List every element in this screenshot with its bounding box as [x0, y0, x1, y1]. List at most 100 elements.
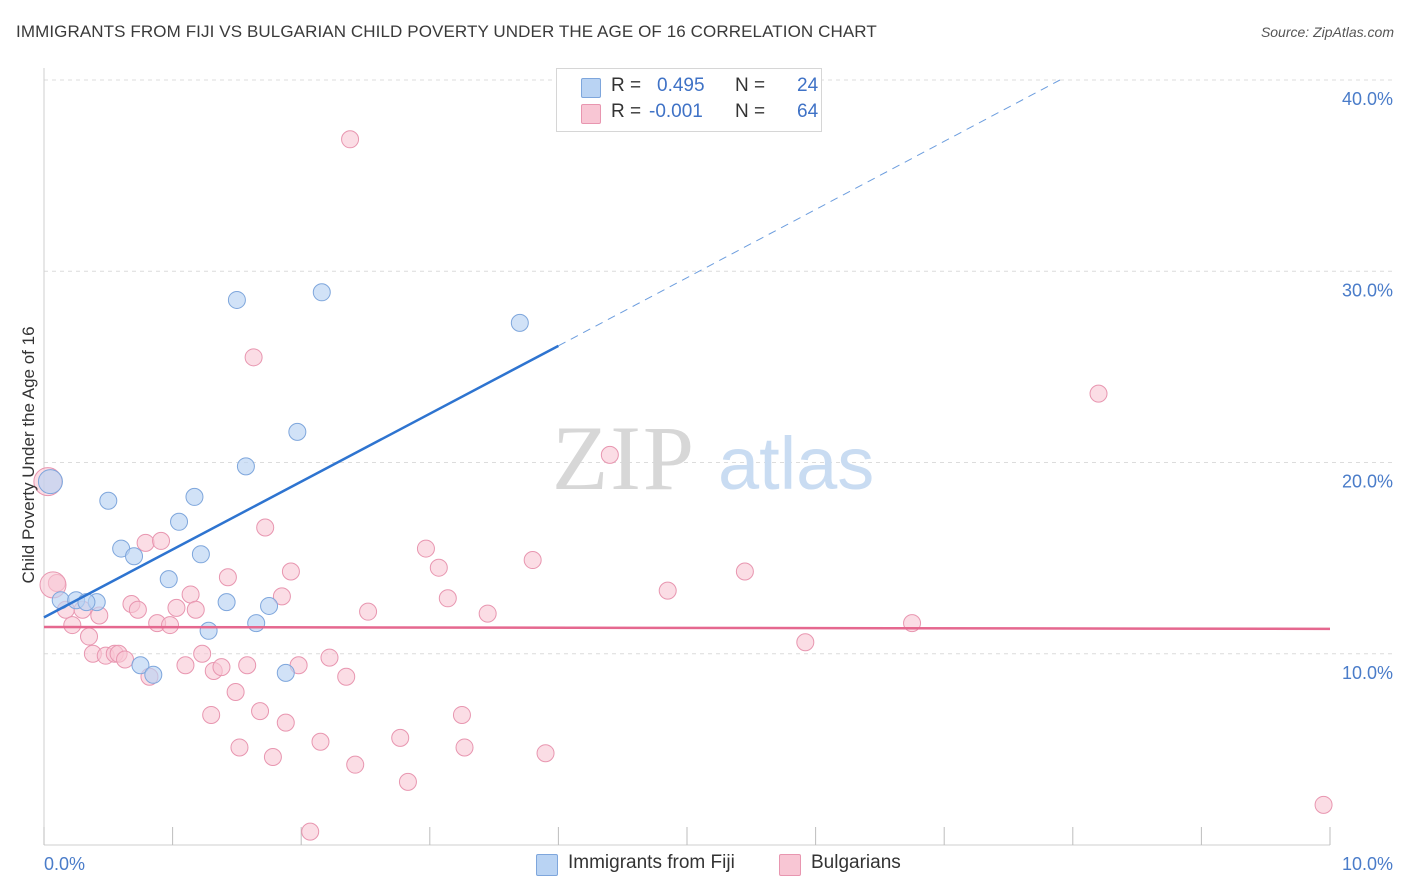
source-label: Source: ZipAtlas.com — [1260, 24, 1394, 40]
watermark-atlas: atlas — [718, 422, 874, 505]
legend-n-label: N = — [735, 75, 766, 96]
y-tick-label: 20.0% — [1342, 472, 1393, 492]
legend-n-label: N = — [735, 101, 766, 122]
data-point-bulgarians — [230, 738, 249, 757]
y-tick-label: 10.0% — [1342, 663, 1393, 683]
data-point-fiji — [276, 663, 295, 682]
data-point-fiji — [199, 621, 218, 640]
data-point-fiji — [227, 290, 246, 309]
trend-line-fiji-extension — [558, 79, 1061, 347]
data-point-fiji — [37, 469, 63, 495]
data-point-fiji — [312, 283, 331, 302]
data-point-bulgarians — [735, 562, 754, 581]
legend-n-value: 64 — [797, 101, 819, 122]
watermark-zip: ZIP — [552, 407, 696, 509]
data-point-bulgarians — [212, 658, 231, 677]
chart-title: IMMIGRANTS FROM FIJI VS BULGARIAN CHILD … — [16, 22, 877, 41]
data-point-bulgarians — [263, 748, 282, 767]
data-point-bulgarians — [256, 518, 275, 537]
data-point-fiji — [159, 570, 178, 589]
data-point-bulgarians — [658, 581, 677, 600]
data-point-bulgarians — [244, 348, 263, 367]
data-point-bulgarians — [455, 738, 474, 757]
data-point-bulgarians — [176, 656, 195, 675]
data-point-fiji — [247, 614, 266, 633]
bottom-legend-swatch-fiji — [536, 854, 558, 876]
correlation-legend: R = 0.495 N = 24 R = -0.001 N = 64 — [556, 68, 822, 132]
data-point-bulgarians — [116, 650, 135, 669]
grid-lines — [44, 79, 1394, 655]
bottom-legend-swatch-bulgarians — [779, 854, 801, 876]
data-point-bulgarians — [398, 772, 417, 791]
x-tick-label: 0.0% — [44, 854, 85, 874]
data-point-bulgarians — [251, 702, 270, 721]
trend-lines — [43, 79, 1331, 631]
data-point-bulgarians — [337, 667, 356, 686]
data-point-bulgarians — [202, 705, 221, 724]
data-point-fiji — [99, 491, 118, 510]
bottom-legend-label-fiji: Immigrants from Fiji — [568, 852, 735, 873]
data-point-bulgarians — [136, 533, 155, 552]
data-point-bulgarians — [226, 683, 245, 701]
data-point-bulgarians — [301, 822, 320, 841]
data-point-bulgarians — [1089, 384, 1108, 403]
data-point-bulgarians — [478, 604, 497, 623]
legend-r-label: R = — [611, 101, 642, 122]
data-point-bulgarians — [238, 656, 257, 675]
data-point-fiji — [217, 593, 236, 612]
data-point-bulgarians — [186, 600, 205, 619]
x-tick-label: 10.0% — [1342, 854, 1393, 874]
legend-r-value: 0.495 — [657, 75, 705, 96]
data-point-bulgarians — [452, 705, 471, 724]
data-point-bulgarians — [523, 551, 542, 570]
data-point-bulgarians — [320, 648, 339, 667]
data-point-bulgarians — [346, 755, 365, 774]
data-point-bulgarians — [152, 531, 171, 550]
data-point-bulgarians — [429, 558, 448, 577]
legend-r-value: -0.001 — [649, 101, 703, 122]
data-point-bulgarians — [218, 568, 237, 587]
data-point-bulgarians — [1314, 795, 1333, 814]
data-point-fiji — [170, 512, 189, 531]
watermark: ZIP atlas — [552, 407, 874, 509]
data-point-bulgarians — [161, 616, 180, 635]
legend-n-value: 24 — [797, 75, 819, 96]
fiji-points — [37, 283, 529, 684]
data-point-bulgarians — [416, 539, 435, 558]
data-point-bulgarians — [181, 585, 200, 604]
data-point-bulgarians — [600, 445, 619, 464]
data-point-fiji — [125, 547, 144, 566]
data-point-bulgarians — [311, 732, 330, 751]
legend-swatch-bulgarians — [581, 104, 601, 124]
data-point-bulgarians — [193, 644, 212, 663]
y-tick-label: 40.0% — [1342, 89, 1393, 109]
data-point-fiji — [510, 313, 529, 332]
data-point-bulgarians — [276, 713, 295, 732]
data-point-fiji — [131, 656, 150, 675]
data-point-fiji — [288, 422, 307, 441]
data-point-bulgarians — [128, 600, 147, 619]
data-point-bulgarians — [796, 633, 815, 652]
y-axis-label: Child Poverty Under the Age of 16 — [19, 326, 38, 583]
legend-swatch-fiji — [581, 78, 601, 98]
data-point-bulgarians — [281, 562, 300, 581]
data-point-bulgarians — [80, 627, 99, 646]
data-point-fiji — [260, 596, 279, 615]
data-point-bulgarians — [536, 744, 555, 763]
data-point-fiji — [144, 665, 163, 684]
data-point-fiji — [236, 457, 255, 476]
data-point-bulgarians — [63, 616, 82, 635]
data-point-bulgarians — [359, 602, 378, 621]
legend-r-label: R = — [611, 75, 642, 96]
data-point-fiji — [191, 545, 210, 564]
axes — [43, 68, 1331, 846]
data-point-fiji — [185, 487, 204, 506]
bulgarians-points — [33, 130, 1333, 841]
y-tick-label: 30.0% — [1342, 280, 1393, 300]
data-point-bulgarians — [272, 587, 291, 606]
data-point-bulgarians — [341, 130, 360, 149]
data-point-bulgarians — [391, 728, 410, 747]
bottom-legend-label-bulgarians: Bulgarians — [811, 852, 901, 873]
data-point-bulgarians — [438, 589, 457, 608]
